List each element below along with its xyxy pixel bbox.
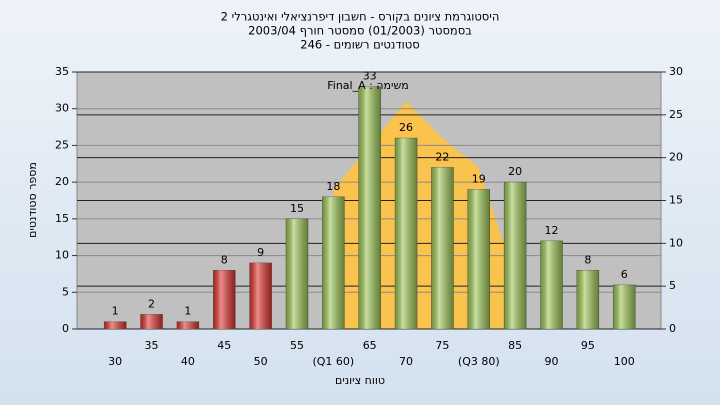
y2-tick-label: 25 <box>669 108 683 121</box>
y2-tick-label: 10 <box>669 236 683 249</box>
bar-shine <box>358 86 381 329</box>
data-label: 8 <box>584 253 591 266</box>
data-label: 15 <box>290 202 304 215</box>
annotation: משימה : Final_A <box>327 79 408 92</box>
data-label: 33 <box>363 70 377 83</box>
data-label: 22 <box>435 150 449 163</box>
x-tick-label: 95 <box>581 339 595 352</box>
chart-title: היסטוגרמת ציונים בקורס - חשבון דיפרנציאל… <box>221 10 500 24</box>
x-tick-label: 35 <box>145 339 159 352</box>
data-label: 1 <box>112 305 119 318</box>
bar-shine <box>104 321 127 329</box>
y-tick-label: 35 <box>55 65 69 78</box>
x-tick-label: 40 <box>181 355 195 368</box>
x-tick-label: 30 <box>108 355 122 368</box>
bar-shine <box>576 270 599 329</box>
x-tick-label: 75 <box>435 339 449 352</box>
y-tick-label: 15 <box>55 212 69 225</box>
bar-shine <box>540 240 563 329</box>
y-tick-label: 10 <box>55 249 69 262</box>
chart-subtitle: בסמסטר (01/2003) סמסטר חורף 2003/04 <box>248 24 472 38</box>
y2-tick-label: 5 <box>669 279 676 292</box>
bar-shine <box>285 218 308 329</box>
bar-shine <box>213 270 236 329</box>
x-tick-label: (Q1 60) <box>312 355 354 368</box>
bar-shine <box>322 196 345 329</box>
x-tick-label: 65 <box>363 339 377 352</box>
x-tick-label: (Q3 80) <box>458 355 500 368</box>
data-label: 8 <box>221 253 228 266</box>
x-tick-label: 50 <box>254 355 268 368</box>
chart-subtitle: סטודנטים רשומים - 246 <box>300 38 419 52</box>
x-tick-label: 100 <box>614 355 635 368</box>
y-tick-label: 25 <box>55 138 69 151</box>
bar-shine <box>140 314 163 329</box>
data-label: 26 <box>399 121 413 134</box>
x-tick-label: 45 <box>217 339 231 352</box>
bar-shine <box>431 167 454 329</box>
bar-shine <box>504 182 527 329</box>
data-label: 12 <box>545 224 559 237</box>
y2-tick-label: 0 <box>669 322 676 335</box>
y-axis-label: מספר סטודנטים <box>26 162 39 238</box>
y-tick-label: 20 <box>55 175 69 188</box>
x-tick-label: 70 <box>399 355 413 368</box>
data-label: 9 <box>257 246 264 259</box>
bar-shine <box>176 321 199 329</box>
y2-tick-label: 20 <box>669 151 683 164</box>
y2-tick-label: 15 <box>669 194 683 207</box>
y-tick-label: 5 <box>62 285 69 298</box>
bar-shine <box>249 262 272 329</box>
x-tick-label: 55 <box>290 339 304 352</box>
bar-shine <box>613 284 636 329</box>
data-label: 1 <box>184 305 191 318</box>
data-label: 19 <box>472 172 486 185</box>
data-label: 20 <box>508 165 522 178</box>
y2-tick-label: 30 <box>669 65 683 78</box>
x-axis-label: טווח ציונים <box>335 374 385 387</box>
x-tick-label: 90 <box>545 355 559 368</box>
data-label: 18 <box>326 180 340 193</box>
x-tick-label: 85 <box>508 339 522 352</box>
data-label: 2 <box>148 297 155 310</box>
bar-shine <box>467 189 490 329</box>
y-tick-label: 30 <box>55 102 69 115</box>
bar-shine <box>395 138 418 329</box>
data-label: 6 <box>621 268 628 281</box>
y-tick-label: 0 <box>62 322 69 335</box>
